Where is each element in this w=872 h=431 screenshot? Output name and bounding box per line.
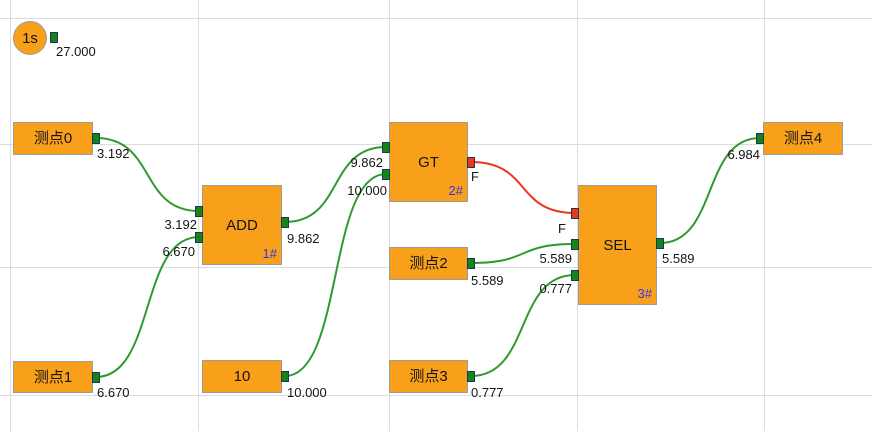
port-sel-in1[interactable]: [571, 207, 579, 219]
node-const10[interactable]: 10: [202, 360, 282, 393]
port-add-in2[interactable]: [195, 231, 203, 243]
grid-line-horizontal: [0, 395, 872, 396]
value-label: 5.589: [662, 251, 695, 266]
value-label: F: [471, 169, 479, 184]
port-sel-in3[interactable]: [571, 269, 579, 281]
value-label: 0.777: [471, 385, 504, 400]
port-sel-in2[interactable]: [571, 238, 579, 250]
value-label: 3.192: [164, 217, 197, 232]
port-gt-out[interactable]: [467, 156, 475, 168]
wire-point0-out-to-add-in1[interactable]: [95, 137, 200, 212]
port-point3-out[interactable]: [467, 370, 475, 382]
node-index-label-gt: 2#: [448, 183, 463, 198]
port-add-in1[interactable]: [195, 205, 203, 217]
port-gt-in2[interactable]: [382, 168, 390, 180]
node-label-point3: 测点3: [409, 368, 448, 385]
value-label: 6.670: [97, 385, 130, 400]
value-label: 0.777: [539, 281, 572, 296]
node-point1[interactable]: 测点1: [13, 361, 93, 393]
value-label: 5.589: [539, 251, 572, 266]
node-label-const10: 10: [233, 368, 251, 385]
value-label: 9.862: [350, 155, 383, 170]
node-label-point0: 测点0: [33, 130, 73, 147]
node-sel[interactable]: SEL 3#: [578, 185, 657, 305]
node-point0[interactable]: 测点0: [13, 122, 93, 155]
node-index-label-sel: 3#: [637, 286, 652, 301]
value-label: 9.862: [287, 231, 320, 246]
node-point3[interactable]: 测点3: [389, 360, 468, 393]
wire-gt-out-to-sel-in1[interactable]: [470, 161, 576, 214]
node-label-point1: 测点1: [33, 368, 73, 386]
port-sel-out[interactable]: [656, 237, 664, 249]
value-label: 5.589: [471, 273, 504, 288]
node-label-point2: 测点2: [409, 255, 448, 272]
node-gt[interactable]: GT 2#: [389, 122, 468, 202]
value-label: 3.192: [97, 146, 130, 161]
grid-line-vertical: [764, 0, 765, 431]
port-add-out[interactable]: [281, 216, 289, 228]
wire-point1-out-to-add-in2[interactable]: [95, 236, 200, 378]
wire-sel-out-to-point4-in[interactable]: [659, 137, 761, 244]
node-label-timer: 1s: [22, 29, 38, 47]
port-point4-in[interactable]: [756, 132, 764, 144]
node-label-gt: GT: [418, 153, 439, 171]
node-label-add: ADD: [226, 216, 258, 234]
value-label: 6.984: [727, 147, 760, 162]
node-point4[interactable]: 测点4: [763, 122, 843, 155]
node-add[interactable]: ADD 1#: [202, 185, 282, 265]
wire-const10-out-to-gt-in2[interactable]: [284, 173, 387, 377]
port-const10-out[interactable]: [281, 370, 289, 382]
node-index-label-add: 1#: [262, 246, 277, 261]
node-label-point4: 测点4: [783, 130, 823, 147]
value-label: 10.000: [287, 385, 327, 400]
grid-line-horizontal: [0, 18, 872, 19]
value-label: 27.000: [56, 44, 96, 59]
port-point2-out[interactable]: [467, 257, 475, 269]
port-timer-out[interactable]: [50, 31, 58, 43]
port-gt-in1[interactable]: [382, 141, 390, 153]
wire-point3-out-to-sel-in3[interactable]: [470, 274, 576, 377]
grid-line-vertical: [10, 0, 11, 431]
node-timer[interactable]: 1s: [13, 21, 47, 55]
wire-point2-out-to-sel-in2[interactable]: [470, 243, 576, 264]
value-label: F: [558, 221, 566, 236]
port-point0-out[interactable]: [92, 132, 100, 144]
grid-line-vertical: [389, 0, 390, 431]
value-label: 10.000: [347, 183, 387, 198]
wire-add-out-to-gt-in1[interactable]: [284, 146, 387, 223]
node-point2[interactable]: 测点2: [389, 247, 468, 280]
port-point1-out[interactable]: [92, 371, 100, 383]
value-label: 6.670: [162, 244, 195, 259]
node-label-sel: SEL: [603, 236, 632, 254]
